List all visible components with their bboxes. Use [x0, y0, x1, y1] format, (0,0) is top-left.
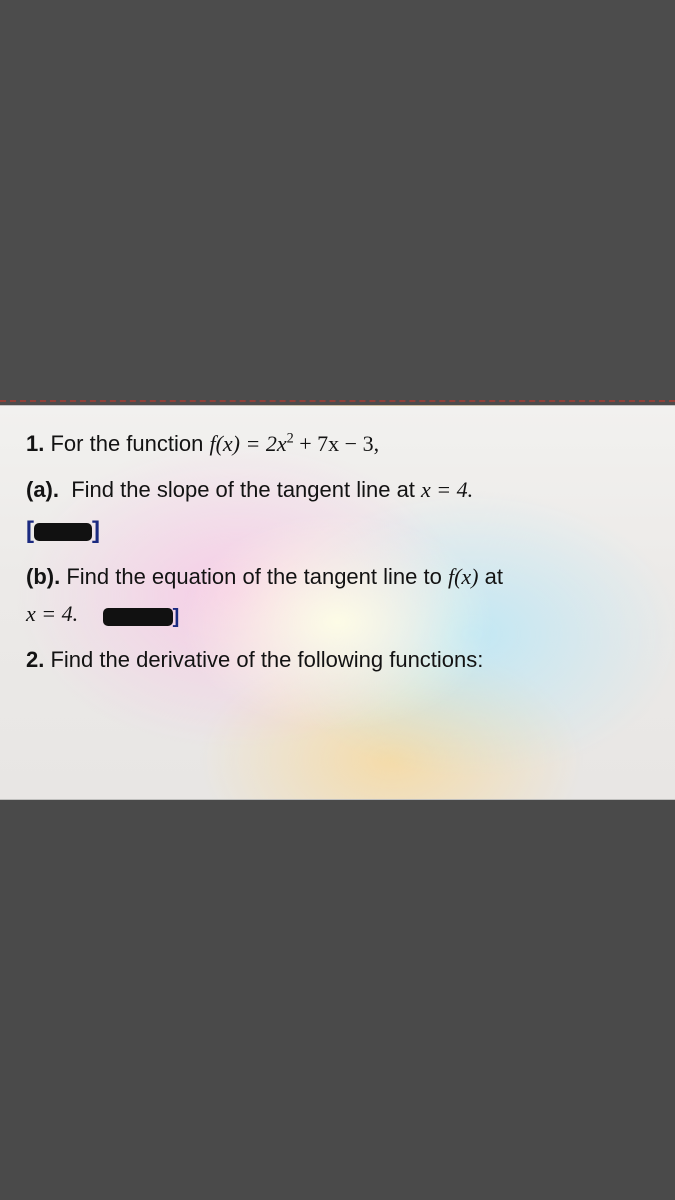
q1b-text-pre: Find the equation of the tangent line to: [66, 564, 448, 589]
q1a-text: Find the slope of the tangent line at: [71, 477, 421, 502]
q1b-line1: (b). Find the equation of the tangent li…: [26, 561, 649, 593]
redaction-blob: [103, 608, 173, 626]
q1-number: 1.: [26, 431, 44, 456]
q1-intro-line: 1. For the function f(x) = 2x2 + 7x − 3,: [26, 428, 649, 460]
q2-line: 2. Find the derivative of the following …: [26, 644, 649, 676]
top-empty-region: [0, 0, 675, 405]
q2-number: 2.: [26, 647, 44, 672]
q1b-fx: f(x): [448, 564, 479, 589]
q1b-line2: x = 4. ]: [26, 598, 649, 631]
q1b-marks-redaction: ]: [103, 600, 180, 632]
bottom-empty-region: [0, 800, 675, 1200]
q1a-marks-redaction: []: [26, 514, 100, 549]
q1a-eq: x = 4.: [421, 477, 473, 502]
worksheet-paper: 1. For the function f(x) = 2x2 + 7x − 3,…: [0, 405, 675, 800]
q2-text: Find the derivative of the following fun…: [50, 647, 483, 672]
q1b-eq: x = 4.: [26, 601, 78, 626]
q1a-label: (a).: [26, 477, 59, 502]
redaction-blob: [34, 523, 92, 541]
q1-func-lhs: f(x) =: [209, 431, 265, 456]
q1b-label: (b).: [26, 564, 60, 589]
q1b-text-post: at: [478, 564, 502, 589]
q1a-line: (a). Find the slope of the tangent line …: [26, 474, 649, 506]
q1-func-rhs: 2x2 + 7x − 3,: [266, 431, 379, 456]
q1-intro-text: For the function: [50, 431, 209, 456]
q1a-marks-row: []: [26, 514, 649, 549]
